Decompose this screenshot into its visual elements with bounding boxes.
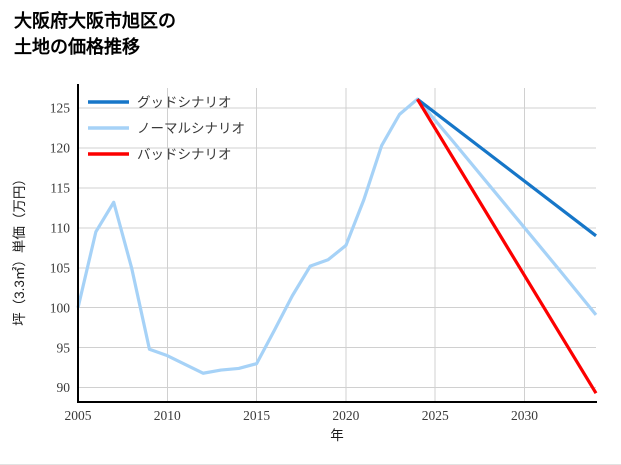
y-tick-label: 95 [57, 340, 71, 355]
series-line [416, 97, 597, 238]
y-tick-label: 100 [50, 300, 71, 315]
legend-label: グッドシナリオ [137, 95, 232, 110]
y-tick-label: 125 [50, 101, 71, 116]
legend-label: ノーマルシナリオ [137, 121, 245, 136]
y-tick-label: 105 [50, 260, 71, 275]
series-line [416, 98, 598, 395]
y-tick-label: 110 [50, 220, 70, 235]
series-line [76, 97, 598, 375]
x-tick-labels: 2005 2010 2015 2020 2025 2030 [65, 408, 539, 423]
x-tick-label: 2005 [65, 408, 92, 423]
y-tick-label: 115 [50, 180, 70, 195]
series-group [76, 97, 598, 395]
y-tick-label: 90 [57, 380, 71, 395]
page-title: 大阪府大阪市旭区の 土地の価格推移 [14, 11, 176, 58]
x-tick-label: 2025 [422, 408, 449, 423]
x-tick-label: 2020 [332, 408, 359, 423]
x-axis-title: 年 [330, 428, 344, 443]
legend-label: バッドシナリオ [137, 147, 232, 162]
y-tick-label: 120 [50, 141, 71, 156]
axis-spines [76, 84, 597, 404]
y-axis-title: 坪（3.3㎡）単価（万円） [12, 172, 27, 326]
x-tick-label: 2030 [511, 408, 538, 423]
y-tick-labels: 90 95 100 105 110 115 120 125 [50, 101, 71, 396]
x-tick-label: 2010 [154, 408, 181, 423]
x-tick-label: 2015 [243, 408, 270, 423]
gridlines [77, 88, 596, 402]
